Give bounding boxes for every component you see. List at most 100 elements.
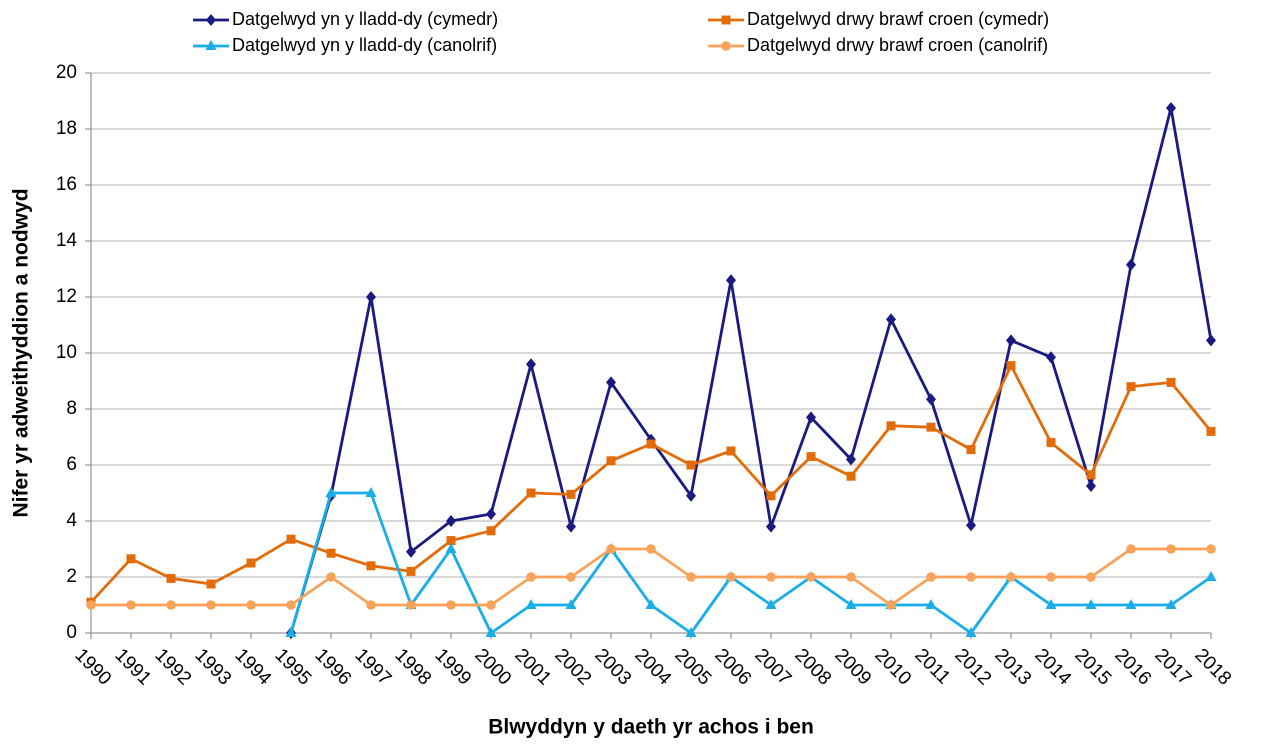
y-tick-label: 6 xyxy=(66,454,77,475)
x-tick-label: 1990 xyxy=(70,645,115,690)
x-tick-label: 1997 xyxy=(350,645,395,690)
x-tick-label: 2000 xyxy=(470,645,515,690)
series-line xyxy=(89,364,1213,604)
x-tick-label: 1992 xyxy=(150,645,195,690)
point xyxy=(286,534,296,544)
point xyxy=(846,453,856,466)
point xyxy=(1126,382,1136,392)
y-tick-label: 8 xyxy=(66,398,77,419)
point xyxy=(606,376,616,389)
point xyxy=(1086,572,1096,582)
x-tick-label: 2005 xyxy=(670,645,715,690)
point xyxy=(766,572,776,582)
point xyxy=(206,600,216,610)
point xyxy=(1126,258,1136,271)
x-tick-label: 1991 xyxy=(110,645,155,690)
point xyxy=(1125,599,1137,609)
x-tick-label: 2017 xyxy=(1150,645,1195,690)
point xyxy=(606,544,616,554)
x-tick-label: 2011 xyxy=(910,645,954,689)
legend-label: Datgelwyd drwy brawf croen (cymedr) xyxy=(747,9,1049,29)
point xyxy=(1045,599,1057,609)
point xyxy=(645,599,657,609)
point xyxy=(646,439,656,449)
point xyxy=(126,600,136,610)
point xyxy=(1166,102,1176,114)
point xyxy=(926,572,936,582)
point xyxy=(1166,377,1176,387)
point xyxy=(606,456,616,466)
y-tick-label: 0 xyxy=(66,622,77,643)
point xyxy=(1046,438,1056,448)
point xyxy=(766,491,776,501)
point xyxy=(1206,426,1216,436)
x-tick-label: 2016 xyxy=(1110,645,1155,690)
point xyxy=(726,446,736,456)
point xyxy=(726,572,736,582)
x-tick-label: 2001 xyxy=(510,645,555,690)
point xyxy=(486,600,496,610)
point xyxy=(566,489,576,499)
point xyxy=(686,460,696,470)
point xyxy=(886,313,896,326)
legend-label: Datgelwyd yn y lladd-dy (canolrif) xyxy=(232,35,497,55)
x-tick-label: 1998 xyxy=(390,645,435,690)
y-axis-label: Nifer yr adweithyddion a nodwyd xyxy=(10,188,33,517)
point xyxy=(1006,334,1016,347)
point xyxy=(446,536,456,546)
x-tick-label: 2006 xyxy=(710,645,755,690)
point xyxy=(846,572,856,582)
x-tick-label: 1996 xyxy=(310,645,355,690)
point xyxy=(86,600,96,610)
x-tick-label: 2004 xyxy=(630,645,675,690)
point xyxy=(326,572,336,582)
y-tick-label: 14 xyxy=(56,230,78,251)
series-line xyxy=(289,106,1213,634)
legend-label: Datgelwyd yn y lladd-dy (cymedr) xyxy=(232,9,498,29)
point xyxy=(406,545,416,558)
point xyxy=(766,520,776,533)
point xyxy=(1165,599,1177,609)
legend-marker xyxy=(206,14,216,26)
point xyxy=(685,627,697,637)
x-tick-label: 2010 xyxy=(870,645,915,690)
legend-marker xyxy=(205,40,217,50)
point xyxy=(325,487,337,497)
y-tick-label: 18 xyxy=(56,118,77,139)
x-tick-label: 1995 xyxy=(270,645,315,690)
point xyxy=(126,554,136,564)
point xyxy=(246,558,256,568)
point xyxy=(166,600,176,610)
point xyxy=(926,393,936,406)
point xyxy=(525,599,537,609)
y-tick-label: 16 xyxy=(56,174,77,195)
point xyxy=(1046,351,1056,364)
point xyxy=(366,561,376,571)
point xyxy=(1206,544,1216,554)
point xyxy=(646,544,656,554)
y-tick-label: 20 xyxy=(56,62,77,83)
point xyxy=(765,599,777,609)
legend-marker xyxy=(721,41,731,51)
point xyxy=(526,358,536,371)
x-axis-label: Blwyddyn y daeth yr achos i ben xyxy=(488,716,814,739)
x-tick-label: 2012 xyxy=(950,645,995,690)
point xyxy=(285,627,297,637)
point xyxy=(1205,571,1217,581)
x-tick-label: 2009 xyxy=(830,645,875,690)
x-tick-label: 2007 xyxy=(750,645,795,690)
point xyxy=(365,487,377,497)
point xyxy=(1086,480,1096,492)
point xyxy=(926,422,936,432)
point xyxy=(1006,361,1016,371)
y-tick-label: 4 xyxy=(66,510,77,531)
x-tick-label: 2015 xyxy=(1070,645,1115,690)
point xyxy=(566,572,576,582)
point xyxy=(406,600,416,610)
point xyxy=(806,452,816,462)
point xyxy=(966,445,976,455)
point xyxy=(726,274,736,287)
x-tick-label: 1999 xyxy=(430,645,475,690)
point xyxy=(326,548,336,558)
point xyxy=(166,573,176,583)
